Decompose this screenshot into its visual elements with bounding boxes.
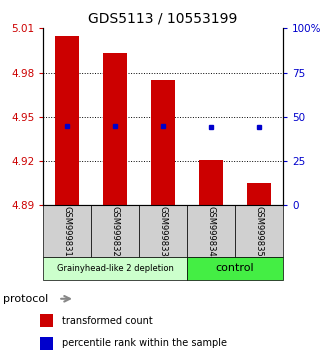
- Text: transformed count: transformed count: [62, 316, 153, 326]
- Text: GSM999833: GSM999833: [159, 206, 168, 256]
- Bar: [103, 53, 127, 205]
- Bar: [247, 183, 271, 205]
- Text: GSM999832: GSM999832: [111, 206, 120, 256]
- Bar: [91, 205, 139, 257]
- Bar: [43, 205, 91, 257]
- Bar: [40, 337, 53, 350]
- Text: control: control: [216, 263, 254, 273]
- Text: GSM999834: GSM999834: [206, 206, 216, 256]
- Bar: [187, 205, 235, 257]
- Text: GSM999835: GSM999835: [254, 206, 264, 256]
- Bar: [199, 160, 223, 205]
- Text: protocol: protocol: [3, 294, 49, 304]
- Bar: [187, 257, 283, 280]
- Title: GDS5113 / 10553199: GDS5113 / 10553199: [89, 12, 238, 26]
- Bar: [55, 36, 79, 205]
- Bar: [40, 314, 53, 327]
- Text: Grainyhead-like 2 depletion: Grainyhead-like 2 depletion: [57, 264, 173, 273]
- Bar: [139, 205, 187, 257]
- Text: percentile rank within the sample: percentile rank within the sample: [62, 338, 226, 348]
- Text: GSM999831: GSM999831: [63, 206, 72, 256]
- Bar: [235, 205, 283, 257]
- Bar: [151, 80, 175, 205]
- Bar: [43, 257, 187, 280]
